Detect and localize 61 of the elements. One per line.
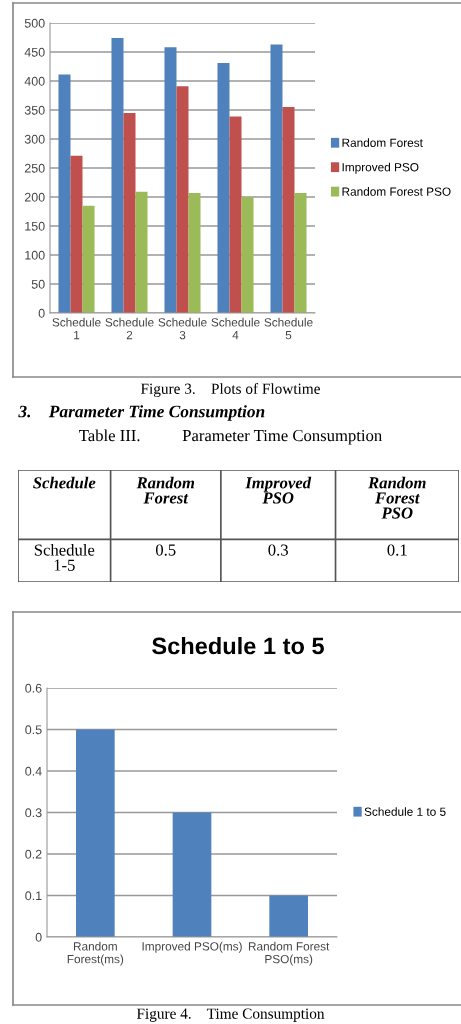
y-tick-label: 250 — [24, 163, 45, 173]
x-tick-label: Schedule 5 — [264, 317, 313, 340]
bar — [58, 74, 71, 313]
y-tick-label: 0.3 — [25, 808, 42, 818]
y-tick-label: 350 — [24, 105, 45, 115]
data-label: 0.5 — [155, 544, 176, 556]
bar — [229, 116, 242, 313]
y-tick-label: 400 — [24, 76, 45, 86]
bar — [82, 205, 95, 313]
bar — [111, 38, 124, 313]
y-tick-label: 0 — [35, 932, 42, 942]
y-tick-label: 0.4 — [25, 766, 42, 776]
y-tick-label: 0.6 — [25, 683, 42, 693]
caption: Figure 3. Plots of Flowtime — [140, 382, 320, 398]
legend-label: Schedule 1 to 5 — [364, 807, 446, 816]
bar — [294, 192, 307, 313]
y-tick-label: 0 — [38, 308, 45, 318]
text: Schedule — [33, 476, 96, 489]
y-tick-label: 200 — [24, 192, 45, 202]
bar — [135, 191, 148, 313]
y-tick-label: 300 — [24, 134, 45, 144]
bar — [176, 86, 189, 313]
bar — [172, 812, 212, 937]
data-label: 0.3 — [268, 544, 288, 556]
chart-title: Schedule 1 to 5 — [152, 636, 324, 655]
bar — [76, 729, 115, 937]
bar — [269, 895, 308, 937]
y-tick-label: 150 — [25, 221, 45, 231]
caption: Figure 4. Time Consumption — [136, 1008, 325, 1022]
y-tick-label: 100 — [25, 250, 45, 260]
bar — [217, 63, 230, 313]
bar — [123, 112, 136, 313]
bar — [241, 197, 254, 313]
x-tick-label: Schedule 3 — [158, 317, 207, 340]
y-tick-label: 0.2 — [25, 849, 42, 859]
bar — [70, 155, 83, 313]
x-tick-label: Random Forest PSO(ms) — [248, 941, 330, 966]
category-label: Improved PSO — [245, 476, 312, 504]
data-label: 0.1 — [387, 544, 407, 556]
y-tick-label: 450 — [24, 47, 45, 57]
y-tick-label: 50 — [31, 279, 45, 289]
x-tick-label: Schedule 4 — [211, 317, 260, 340]
bar — [270, 44, 283, 313]
y-tick-label: 500 — [24, 18, 45, 28]
x-tick-label: Schedule 2 — [105, 317, 154, 340]
category-label: Random Forest PSO — [368, 476, 426, 519]
bar — [188, 192, 201, 313]
y-tick-label: 0.1 — [25, 891, 42, 901]
x-tick-label: Schedule 1 — [52, 317, 101, 340]
category-label: Random Forest — [136, 476, 195, 504]
text: 3. Parameter Time Consumption — [18, 405, 265, 421]
bar — [164, 47, 177, 313]
text: Table III. Parameter Time Consumption — [79, 429, 382, 445]
category-label: Schedule 1-5 — [34, 543, 95, 571]
legend-label: Random Forest — [342, 138, 423, 147]
legend-label: Improved PSO — [342, 162, 419, 174]
x-tick-label: Random Forest(ms) — [67, 941, 124, 966]
y-tick-label: 0.5 — [25, 725, 42, 735]
legend-label: Random Forest PSO — [342, 187, 451, 196]
x-tick-label: Improved PSO(ms) — [142, 941, 242, 953]
bar — [282, 107, 295, 313]
